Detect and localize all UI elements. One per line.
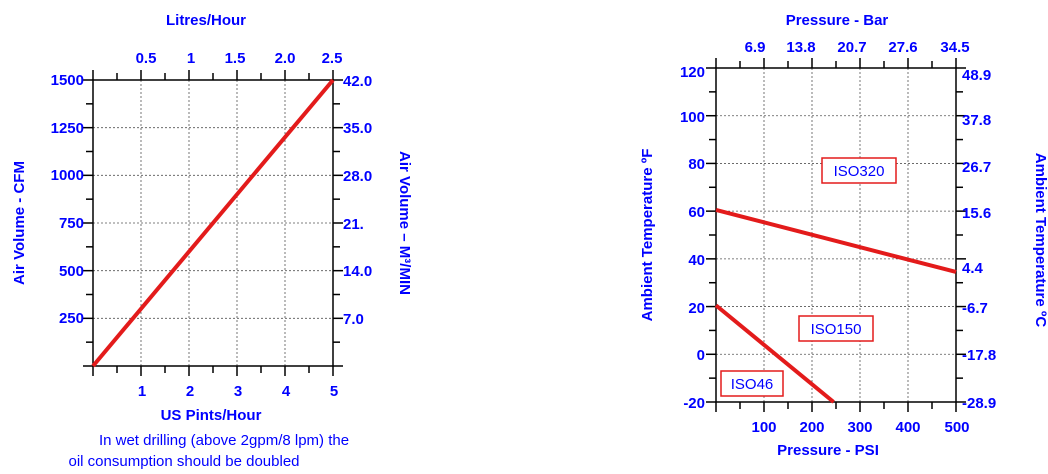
- left-x2-tick-label: 2.5: [322, 50, 343, 67]
- right-y2-tick-label: -6.7: [962, 300, 988, 317]
- left-y-tick-label: 250: [59, 310, 84, 327]
- right-y-tick-label: 100: [680, 109, 705, 126]
- right-y-tick-label: 120: [680, 64, 705, 81]
- region-label-iso320: ISO320: [821, 157, 897, 184]
- left-y2-tick-labels: 7.0 14.0 21. 28.0 35.0 42.0: [343, 73, 372, 328]
- note-line-2: oil consumption should be doubled: [69, 453, 300, 470]
- region-label-iso46: ISO46: [720, 370, 784, 397]
- right-x2-tick-label: 27.6: [888, 39, 917, 56]
- right-y2-tick-label: 26.7: [962, 159, 991, 176]
- right-y-tick-label: 40: [688, 252, 705, 269]
- left-x-tick-labels: 1 2 3 4 5: [138, 383, 338, 400]
- left-series-group: [91, 78, 335, 368]
- left-y2-axis-title: Air Volume – M³/MIN: [396, 151, 413, 295]
- right-x-tick-label: 300: [847, 419, 872, 436]
- right-x2-tick-labels: 6.9 13.8 20.7 27.6 34.5: [745, 39, 970, 56]
- right-x-axis-title: Pressure - PSI: [777, 442, 879, 459]
- right-x-tick-label: 400: [895, 419, 920, 436]
- consumption-line: [91, 78, 335, 368]
- right-grid: [716, 68, 956, 402]
- region-label-text: ISO150: [811, 321, 862, 338]
- region-label-text: ISO46: [731, 376, 774, 393]
- left-tick-marks: [83, 70, 343, 376]
- left-x2-tick-label: 1: [187, 50, 195, 67]
- left-x-tick-label: 3: [234, 383, 242, 400]
- boundary-line-upper: [715, 208, 957, 274]
- oil-grade-chart: 100 200 300 400 500 Pressure - PSI 6.9 1…: [639, 12, 1048, 459]
- left-y-tick-labels: 250 500 750 1000 1250 1500: [51, 72, 84, 327]
- right-y2-tick-label: 15.6: [962, 205, 991, 222]
- left-x-axis-title: US Pints/Hour: [161, 407, 262, 424]
- right-y2-tick-labels: -28.9 -17.8 -6.7 4.4 15.6 26.7 37.8 48.9: [962, 67, 996, 412]
- right-y-tick-label: 60: [688, 204, 705, 221]
- right-y2-tick-label: 4.4: [962, 260, 984, 277]
- left-y2-tick-label: 21.: [343, 216, 364, 233]
- region-label-box: [720, 370, 784, 397]
- right-x-tick-label: 100: [751, 419, 776, 436]
- right-x-tick-label: 200: [799, 419, 824, 436]
- right-y-tick-label: 20: [688, 300, 705, 317]
- right-y2-tick-label: -28.9: [962, 395, 996, 412]
- right-plot-frame: [715, 67, 957, 403]
- right-series-group: [714, 208, 957, 404]
- left-x-tick-label: 2: [186, 383, 194, 400]
- right-y2-tick-label: -17.8: [962, 347, 996, 364]
- left-y-tick-label: 750: [59, 215, 84, 232]
- left-y-tick-label: 500: [59, 263, 84, 280]
- note-line-1: In wet drilling (above 2gpm/8 lpm) the: [99, 432, 349, 449]
- left-y2-tick-label: 35.0: [343, 120, 372, 137]
- left-y2-tick-label: 42.0: [343, 73, 372, 90]
- left-x2-tick-label: 1.5: [225, 50, 246, 67]
- right-y2-tick-label: 37.8: [962, 112, 991, 129]
- right-y-tick-labels: -20 0 20 40 60 80 100 120: [680, 64, 705, 412]
- left-y2-tick-label: 28.0: [343, 168, 372, 185]
- region-label-iso150: ISO150: [798, 315, 874, 342]
- right-tick-marks: [706, 58, 966, 412]
- left-x-tick-label: 1: [138, 383, 146, 400]
- left-y-tick-label: 1000: [51, 167, 84, 184]
- right-y-tick-label: 0: [697, 347, 705, 364]
- right-x2-tick-label: 20.7: [837, 39, 866, 56]
- left-y-axis-title: Air Volume - CFM: [11, 161, 28, 285]
- right-y-tick-label: -20: [683, 395, 705, 412]
- region-label-text: ISO320: [834, 163, 885, 180]
- left-x2-tick-labels: 0.5 1 1.5 2.0 2.5: [136, 50, 343, 67]
- region-label-box: [798, 315, 874, 342]
- left-y2-tick-label: 7.0: [343, 311, 364, 328]
- left-x2-axis-title: Litres/Hour: [166, 12, 246, 29]
- region-label-box: [821, 157, 897, 184]
- left-x-tick-label: 5: [330, 383, 338, 400]
- left-x2-tick-label: 0.5: [136, 50, 157, 67]
- right-x2-tick-label: 6.9: [745, 39, 766, 56]
- left-y-tick-label: 1500: [51, 72, 84, 89]
- right-y-axis-title: Ambient Temperature ºF: [639, 149, 656, 322]
- right-y2-tick-label: 48.9: [962, 67, 991, 84]
- right-y-tick-label: 80: [688, 156, 705, 173]
- left-x2-tick-label: 2.0: [275, 50, 296, 67]
- right-y2-axis-title: Ambient Temperature ºC: [1032, 153, 1048, 328]
- boundary-line-lower: [714, 303, 835, 404]
- left-x-tick-label: 4: [282, 383, 291, 400]
- left-y-tick-label: 1250: [51, 120, 84, 137]
- right-x2-tick-label: 34.5: [940, 39, 969, 56]
- left-y2-tick-label: 14.0: [343, 263, 372, 280]
- right-x2-axis-title: Pressure - Bar: [786, 12, 889, 29]
- right-x2-tick-label: 13.8: [786, 39, 815, 56]
- right-x-tick-label: 500: [944, 419, 969, 436]
- oil-consumption-chart: 1 2 3 4 5 US Pints/Hour 0.5 1 1.5 2.0 2.…: [11, 12, 413, 470]
- right-x-tick-labels: 100 200 300 400 500: [751, 419, 969, 436]
